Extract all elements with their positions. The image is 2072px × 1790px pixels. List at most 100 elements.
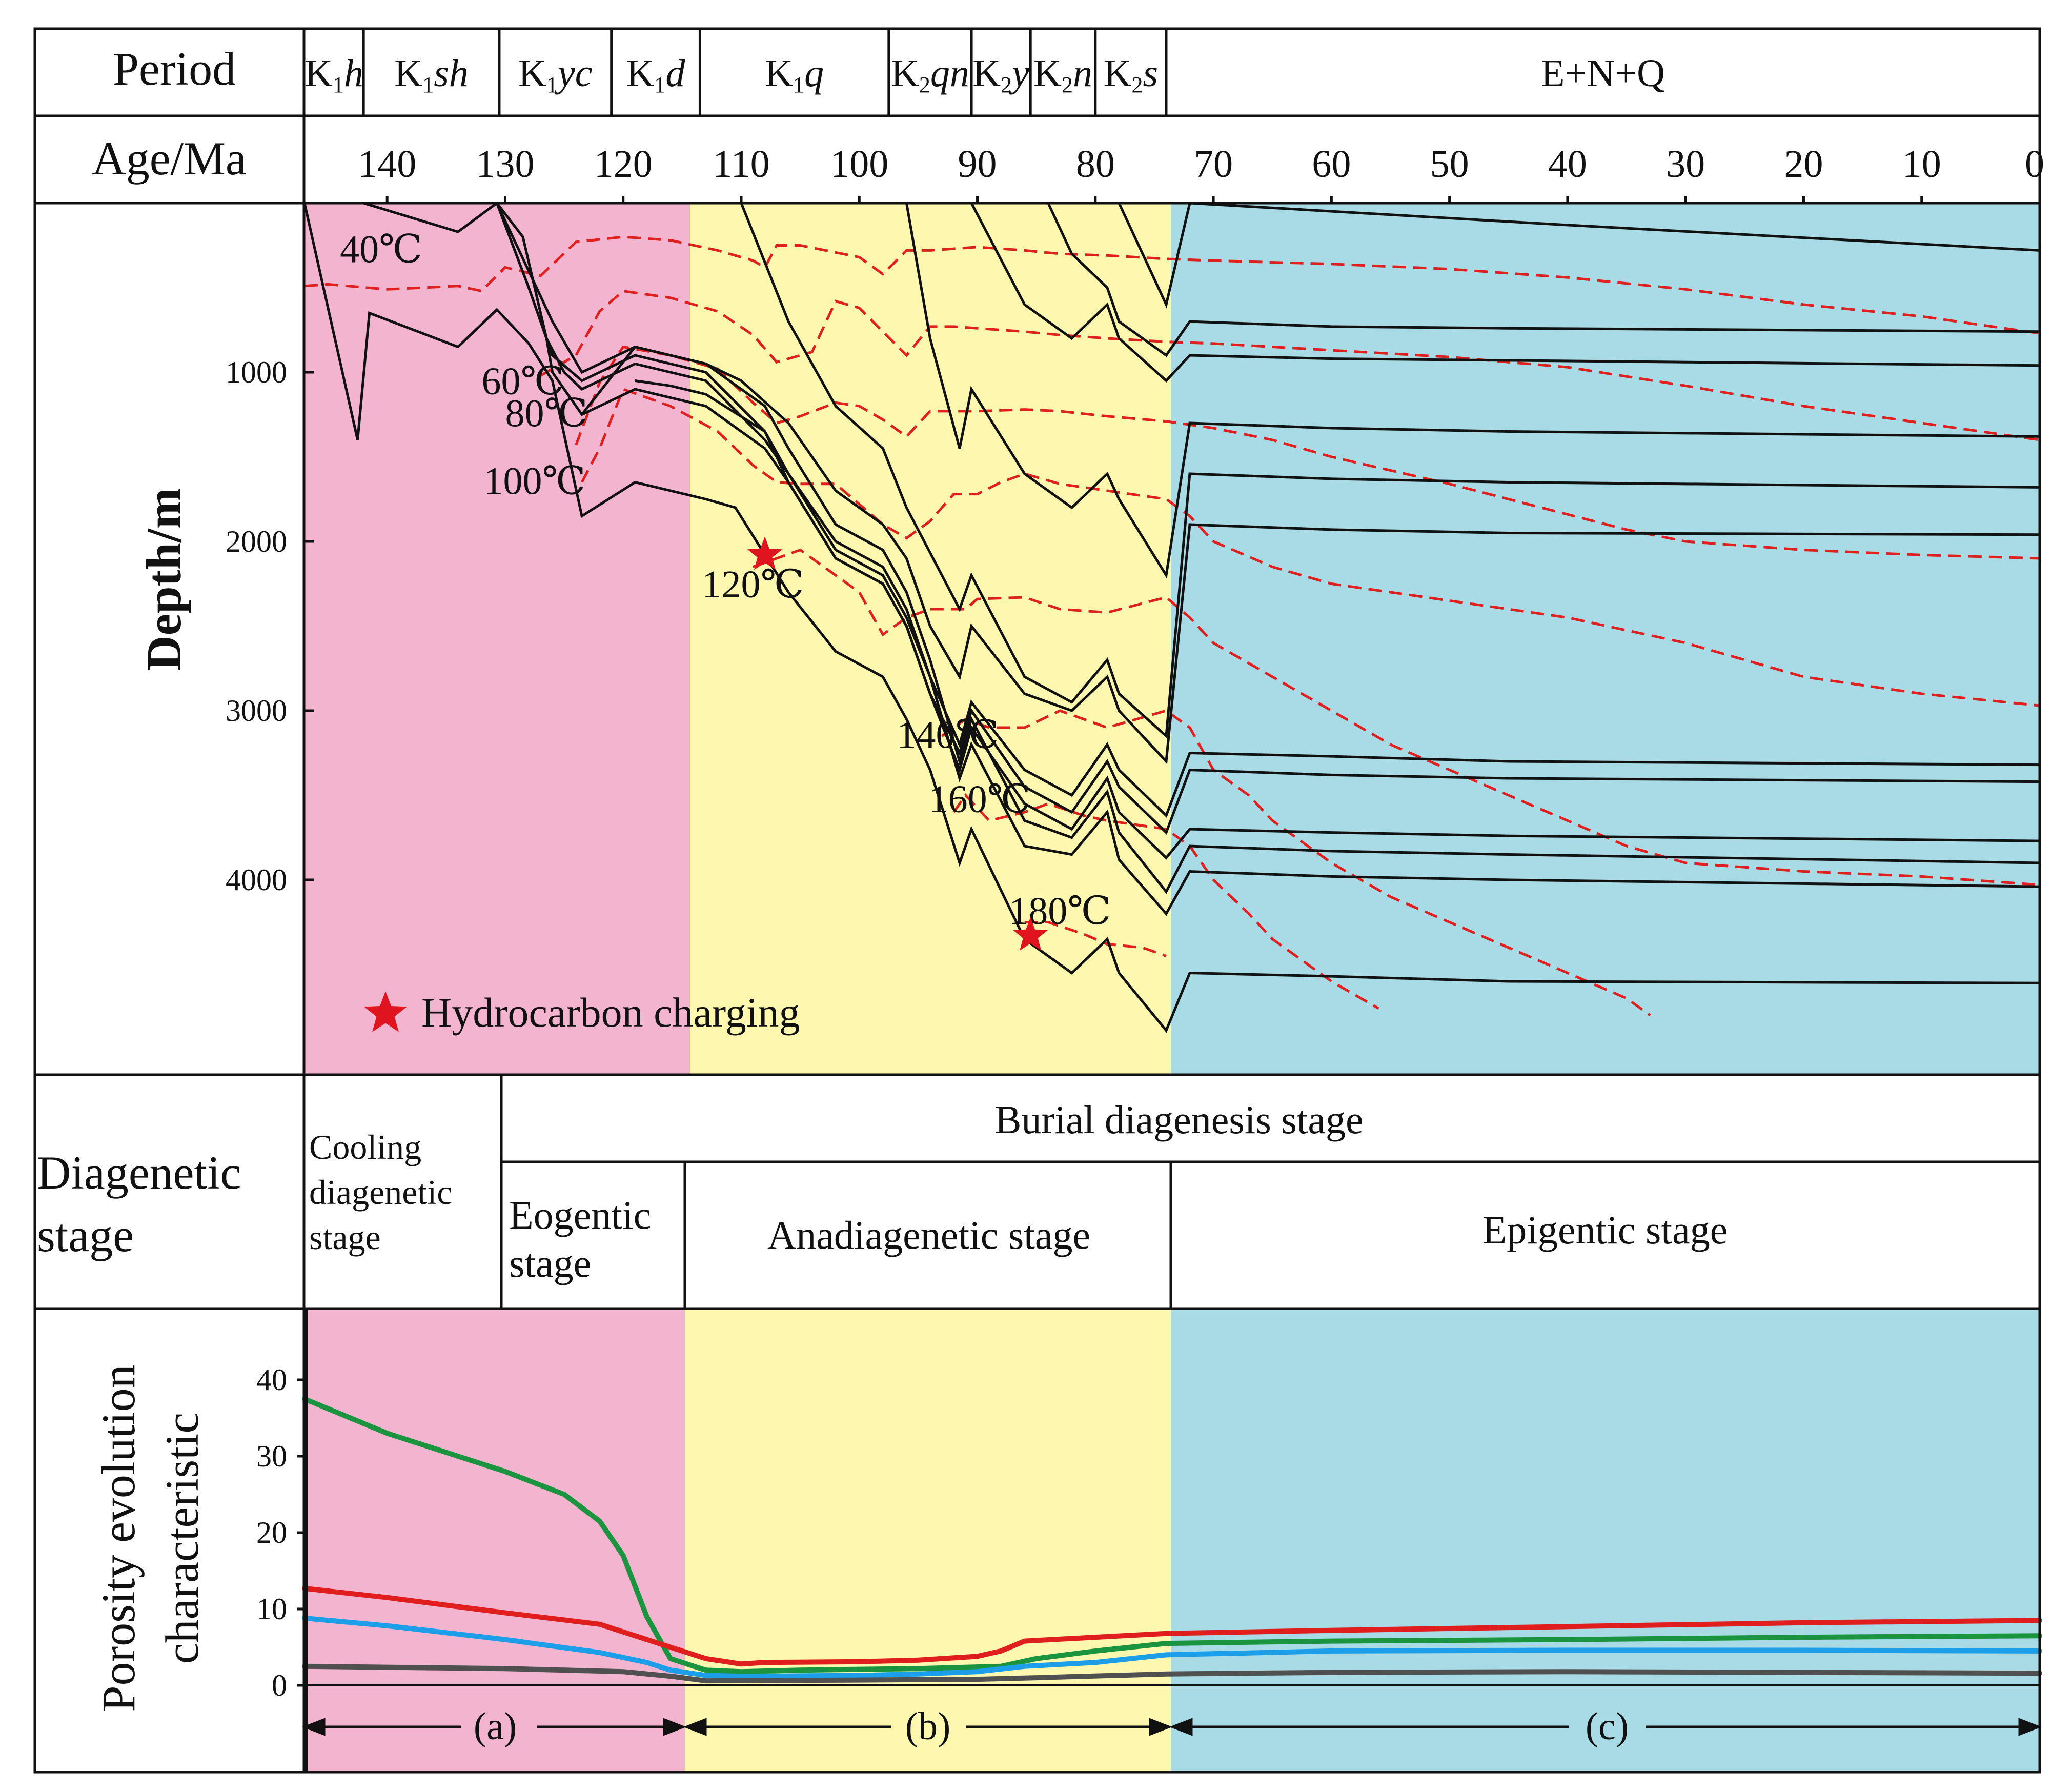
outer-frame	[33, 27, 2041, 1774]
porosity-series-layer	[302, 1396, 2042, 1684]
charging-star-1	[747, 536, 783, 570]
period-label-5: K1q	[765, 52, 824, 97]
isotherm-label-layer: 40℃ 60℃80℃ 100℃ 120℃ 140℃ 160℃ 180℃	[340, 228, 1111, 933]
porosity-tick-label-20: 20	[256, 1516, 287, 1550]
porosity-series-green	[302, 1396, 2042, 1675]
porosity-tick-label-40: 40	[256, 1363, 287, 1397]
period-label-10: E+N+Q	[1541, 52, 1665, 95]
period-dividers	[362, 29, 1168, 116]
age-tick-label-10: 10	[1902, 143, 1941, 186]
age-tick-label-50: 50	[1430, 143, 1469, 186]
isotherm-label-160: 160℃	[929, 778, 1031, 821]
epigenetic-stage-text: Epigentic stage	[1482, 1208, 1728, 1252]
eogenetic-stage-line-2: stage	[509, 1241, 591, 1285]
age-tick-label-130: 130	[476, 143, 534, 186]
porosity-series-blue	[302, 1615, 2042, 1679]
depth-tick-label-1000: 1000	[226, 355, 287, 389]
phase-c-arrowhead-left	[1169, 1718, 1193, 1736]
age-tick-label-100: 100	[830, 143, 888, 186]
burial-curve-horizon-8	[740, 203, 2040, 739]
isotherm-80	[575, 345, 2040, 560]
period-label: Period	[113, 43, 236, 95]
burial-curve-horizon-10	[970, 202, 2040, 383]
phase-b-arrowhead-right	[1149, 1718, 1172, 1736]
age-tick-label-40: 40	[1548, 143, 1587, 186]
isotherm-label-100: 100℃	[484, 460, 586, 503]
burial-curve-horizon-9	[905, 203, 2040, 579]
period-label-6: K2qn	[891, 52, 969, 97]
anadiagenetic-stage-text: Anadiagenetic stage	[767, 1213, 1090, 1257]
burial-stage-text: Burial diagenesis stage	[994, 1097, 1363, 1142]
porosity-series-gray	[302, 1663, 2042, 1684]
burial-curve-horizon-1	[303, 203, 2040, 1033]
phase-arrows	[302, 1718, 2042, 1736]
legend-star-icon	[364, 991, 407, 1032]
isotherm-label-140: 140℃	[897, 714, 999, 757]
legend-label: Hydrocarbon charging	[421, 989, 800, 1036]
period-label-9: K2s	[1104, 52, 1158, 97]
age-tick-label-140: 140	[358, 143, 416, 186]
age-tick-label-80: 80	[1076, 143, 1115, 186]
phase-b-arrowhead-left	[683, 1718, 707, 1736]
depth-tick-label-3000: 3000	[226, 694, 287, 728]
age-label: Age/Ma	[92, 132, 246, 185]
period-label-1: K1h	[304, 52, 363, 97]
burial-curve-horizon-5	[545, 338, 2040, 835]
age-tick-label-110: 110	[713, 143, 769, 186]
zone-b-porosity-bg	[685, 1309, 1171, 1772]
zone-b-burial-bg	[690, 203, 1171, 1075]
phase-a-arrowhead-right	[663, 1718, 686, 1736]
burial-curve-horizon-11	[1047, 202, 2040, 357]
zone-c-burial-bg	[1171, 203, 2040, 1075]
age-tick-label-20: 20	[1784, 143, 1823, 186]
phase-a-arrowhead-left	[302, 1718, 326, 1736]
charging-star-layer	[747, 536, 1048, 951]
depth-tick-label-2000: 2000	[226, 525, 287, 558]
depth-tick-label-4000: 4000	[226, 863, 287, 897]
diagenetic-label-line-1: Diagenetic	[37, 1147, 241, 1199]
isotherm-label-180: 180℃	[1009, 890, 1111, 933]
phase-c-arrowhead-right	[2018, 1718, 2042, 1736]
age-ticks: 140 130 120 110 100 90 80 70 60 50 40 30 20 10 0	[358, 143, 2044, 203]
cooling-stage-line-3: stage	[309, 1218, 381, 1257]
burial-curve-horizon-7	[496, 202, 2040, 765]
isotherm-40	[304, 235, 2040, 335]
depth-axis-label: Depth/m	[136, 488, 191, 671]
burial-curve-horizon-6	[496, 202, 2040, 818]
zone-c-porosity-bg	[1171, 1309, 2040, 1772]
burial-curve-layer	[303, 202, 2040, 1033]
porosity-tick-label-0: 0	[272, 1668, 287, 1702]
period-label-7: K2y	[972, 52, 1029, 97]
diagenetic-label-line-2: stage	[37, 1209, 134, 1261]
isotherm-label-60: 60℃	[481, 360, 564, 403]
depth-ticks: 1000 2000 3000 4000	[226, 355, 314, 897]
burial-curve-horizon-3	[581, 345, 2040, 894]
period-label-2: K1sh	[394, 52, 468, 97]
porosity-tick-label-10: 10	[256, 1592, 287, 1626]
phase-c-label: (c)	[1586, 1705, 1629, 1748]
age-tick-label-30: 30	[1666, 143, 1705, 186]
period-label-8: K2n	[1033, 52, 1092, 97]
period-labels: K1h K1sh K1yc K1d K1q K2qn K2y K2n K2s E+N+Q	[304, 52, 1665, 97]
age-tick-label-60: 60	[1312, 143, 1351, 186]
age-tick-label-90: 90	[958, 143, 997, 186]
zone-a-porosity-bg	[304, 1309, 685, 1772]
period-label-3: K1yc	[518, 52, 592, 97]
isotherm-180	[1024, 921, 1167, 957]
isotherm-60	[540, 289, 2040, 441]
isotherm-label-80: 80℃	[505, 392, 588, 435]
porosity-tick-label-30: 30	[256, 1439, 287, 1473]
frame	[33, 27, 2041, 1774]
age-tick-label-0: 0	[2025, 143, 2044, 186]
zone-a-burial-bg	[304, 203, 690, 1075]
period-label-4: K1d	[626, 52, 686, 97]
phase-a-label: (a)	[474, 1705, 517, 1748]
age-tick-label-120: 120	[594, 143, 653, 186]
age-tick-label-70: 70	[1194, 143, 1233, 186]
porosity-axis-label-line-1: Porosity evolution	[92, 1364, 145, 1712]
isotherm-label-120: 120℃	[702, 563, 804, 606]
isotherm-label-40: 40℃	[340, 228, 422, 271]
porosity-ticks: 0 10 20 30 40	[256, 1309, 2040, 1772]
cooling-stage-line-1: Cooling	[309, 1128, 421, 1166]
